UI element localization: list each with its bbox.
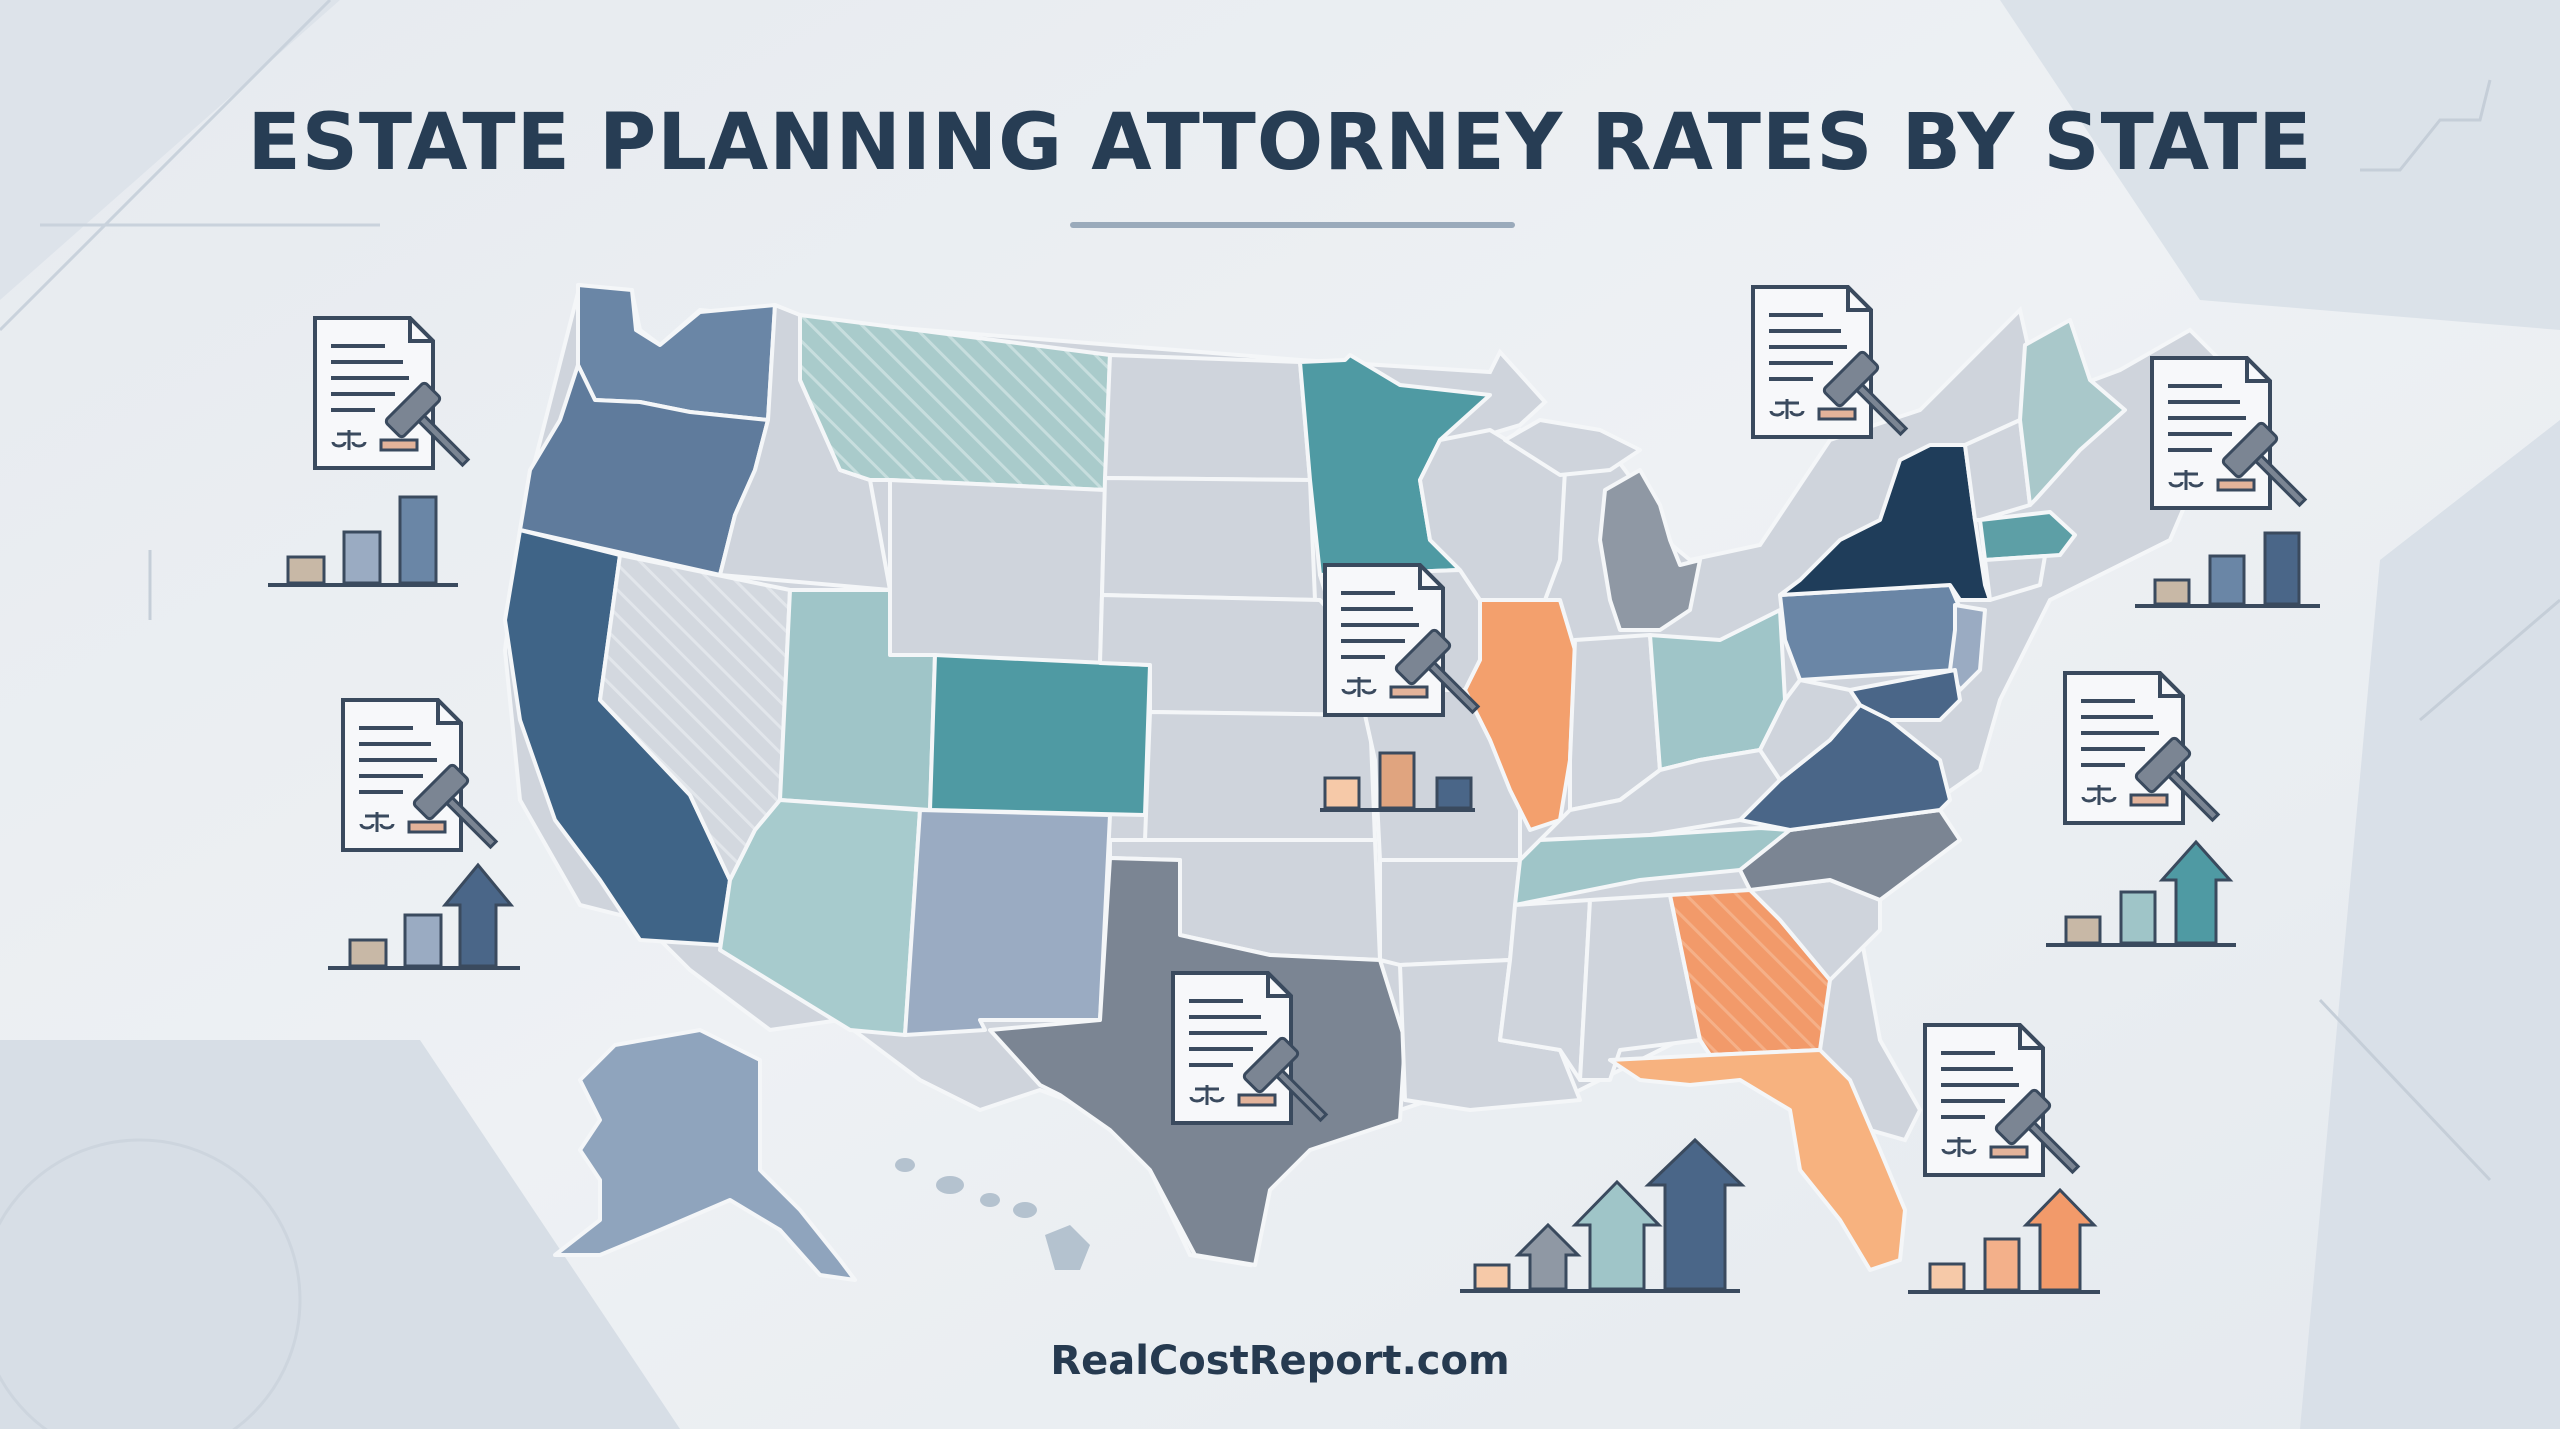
legal-document-gavel-icon <box>313 316 488 485</box>
state-hawaii <box>895 1158 1090 1270</box>
page-title: ESTATE PLANNING ATTORNEY RATES BY STATE <box>247 98 2313 188</box>
title-underline <box>1070 222 1515 228</box>
state-illinois <box>1463 598 1577 832</box>
state-maine <box>2018 318 2127 507</box>
bar-chart-arrow-icon <box>328 862 520 970</box>
legal-document-gavel-icon <box>1751 285 1926 454</box>
state-alaska <box>553 1028 857 1282</box>
bar-chart-icon <box>2135 531 2320 608</box>
footer-website: RealCostReport.com <box>1050 1338 1510 1384</box>
legal-document-gavel-icon <box>1323 563 1498 732</box>
state-maryland <box>1848 668 1962 722</box>
state-florida <box>1608 1048 1907 1272</box>
legal-document-gavel-icon <box>341 698 516 867</box>
bar-chart-arrow-icon <box>1908 1187 2100 1294</box>
state-new-hampshire-vermont <box>1963 418 2032 522</box>
bar-chart-arrow-icon <box>2046 839 2236 947</box>
bar-chart-icon <box>1320 751 1475 812</box>
state-kentucky <box>1538 748 1782 842</box>
state-michigan <box>1598 468 1702 632</box>
state-massachusetts <box>1978 510 2077 562</box>
legal-document-gavel-icon <box>2063 671 2238 840</box>
bar-chart-arrow-icon <box>1460 1137 1746 1293</box>
state-wisconsin <box>1418 428 1567 602</box>
legal-document-gavel-icon <box>1923 1023 2098 1192</box>
bar-chart-icon <box>268 495 458 587</box>
state-new-mexico <box>903 808 1112 1037</box>
legal-document-gavel-icon <box>1171 971 1346 1140</box>
state-michigan-upper <box>1503 418 1642 477</box>
state-connecticut <box>1983 554 2047 602</box>
legal-document-gavel-icon <box>2150 356 2325 525</box>
